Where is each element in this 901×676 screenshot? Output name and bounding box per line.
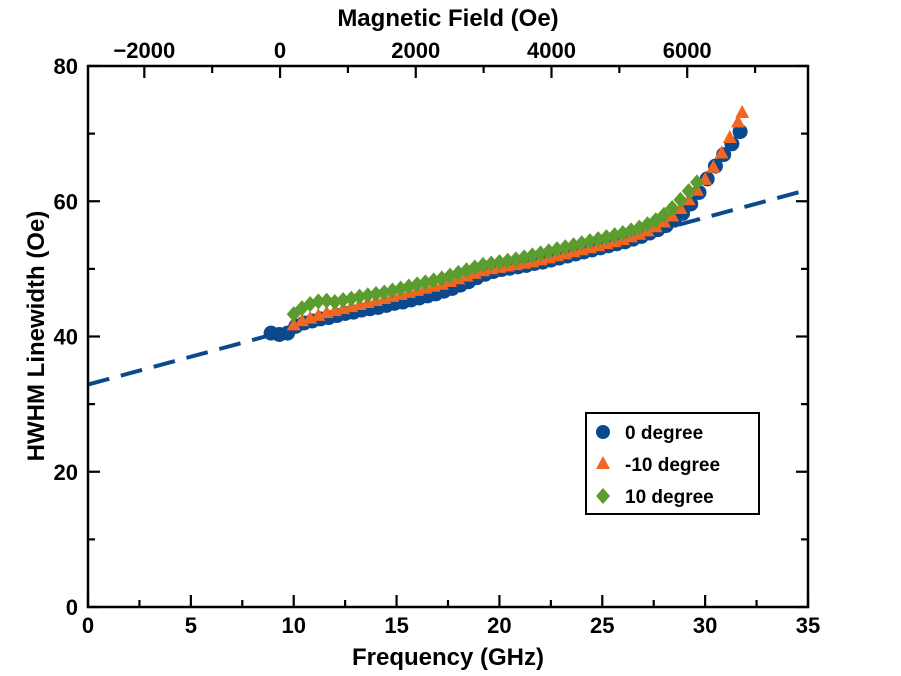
y-tick-label: 40 [54,325,78,350]
legend-label-minus10-degree: -10 degree [625,455,720,476]
data-point [475,256,490,273]
legend-label-10-degree: 10 degree [625,487,714,508]
x-tick-label: 30 [693,613,717,638]
x2-tick-label: 0 [274,38,286,63]
data-point [319,292,334,309]
legend: 0 degree -10 degree 10 degree [585,412,760,515]
plot-frame [86,64,810,609]
series-1 [286,104,750,331]
x-tick-label: 5 [185,613,197,638]
legend-marker-0-degree [596,425,610,439]
x2-tick-label: 2000 [391,38,440,63]
x-tick-label: 25 [590,613,614,638]
legend-label-0-degree: 0 degree [625,423,703,444]
y-tick-label: 20 [54,460,78,485]
y-tick-label: 80 [54,54,78,79]
top-axis-title: Magnetic Field (Oe) [337,5,558,32]
data-point [352,288,367,305]
data-point [336,291,351,308]
data-point [500,252,515,269]
data-point [731,114,746,128]
data-point [484,255,499,272]
series-2 [286,174,704,323]
y-tick-label: 0 [66,595,78,620]
x-tick-label: 20 [487,613,511,638]
legend-marker-minus10-degree [596,456,610,469]
ticks-layer: 0 5 10 15 20 25 30 35 0 20 40 60 80 −2000 0 2000 4000 600… [54,38,821,638]
legend-box [585,412,760,515]
x2-tick-label: −2000 [113,38,175,63]
data-point [689,174,704,191]
data-points-layer [263,104,750,342]
x-axis-title: Frequency (GHz) [352,644,544,671]
x-tick-label: 10 [281,613,305,638]
data-point [673,191,688,208]
data-point [735,104,750,118]
data-point [665,200,680,217]
x-tick-label: 35 [796,613,820,638]
data-point [714,145,729,159]
data-point [706,159,721,173]
fit-line [88,187,808,387]
data-point [722,130,737,144]
x-tick-label: 15 [384,613,408,638]
legend-marker-10-degree [596,488,610,504]
data-point [369,285,383,302]
x2-tick-label: 6000 [663,38,712,63]
x2-tick-label: 4000 [527,38,576,63]
x-tick-label: 0 [82,613,94,638]
y-tick-label: 60 [54,189,78,214]
data-point [657,206,671,223]
data-point [286,317,301,331]
data-point [681,183,696,200]
fit-line-layer [88,187,808,387]
data-point [732,124,748,140]
data-point [492,254,507,271]
y-axis-title: HWHM Linewidth (Oe) [23,211,50,462]
data-point [311,293,326,310]
data-point [360,287,375,304]
